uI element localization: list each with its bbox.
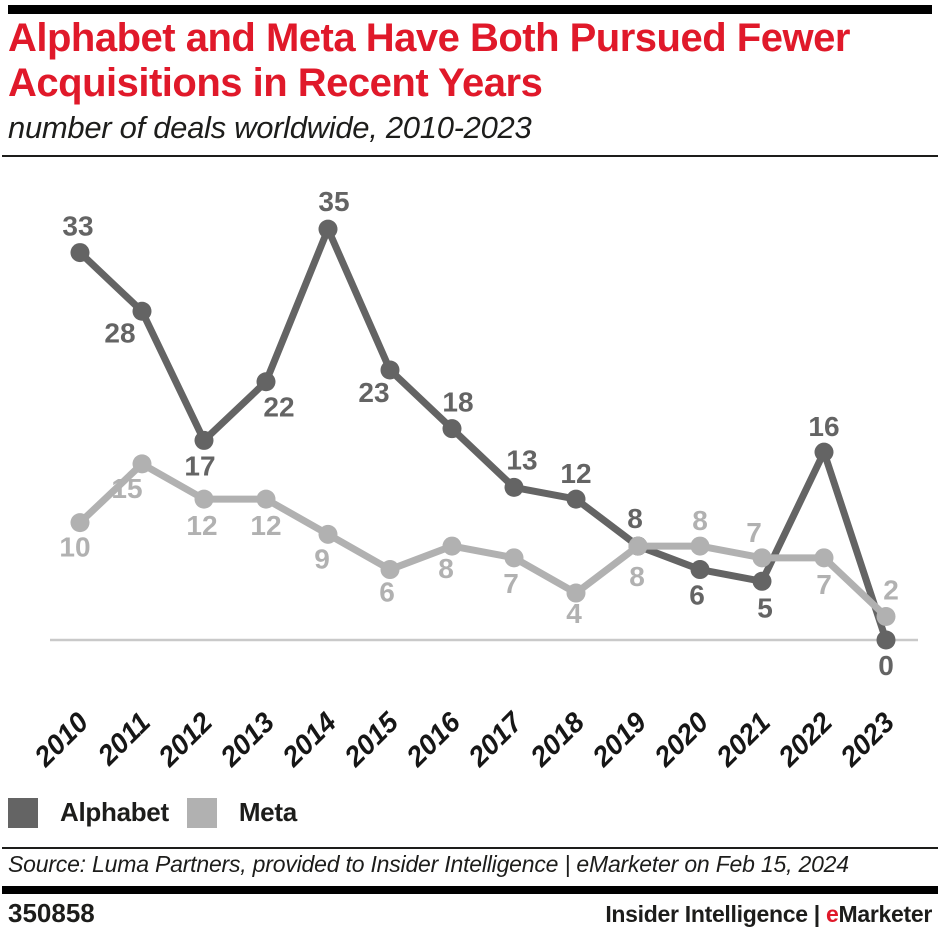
- data-point-marker: [132, 454, 152, 474]
- data-point-label: 6: [379, 577, 395, 608]
- data-point-marker: [256, 489, 276, 509]
- x-axis-label: 2022: [772, 706, 839, 773]
- data-point-marker: [194, 489, 214, 509]
- meta-legend-swatch: [186, 797, 217, 828]
- x-axis-label: 2016: [400, 706, 467, 773]
- data-point-label: 12: [186, 510, 217, 541]
- data-point-marker: [70, 513, 90, 533]
- brand-lockup: Insider Intelligence | eMarketer: [605, 901, 932, 928]
- data-point-label: 9: [314, 543, 330, 574]
- alphabet-legend-swatch: [8, 797, 38, 828]
- chart-title: Alphabet and Meta Have Both Pursued Fewe…: [8, 16, 918, 106]
- data-point-label: 0: [878, 650, 894, 681]
- data-point-label: 7: [746, 517, 762, 548]
- data-point-label: 8: [692, 505, 708, 536]
- data-point-marker: [876, 630, 896, 650]
- data-point-label: 2: [883, 575, 899, 606]
- x-axis-label: 2013: [214, 706, 281, 773]
- x-axis-label: 2020: [648, 706, 715, 773]
- legend-item-meta: Meta: [186, 797, 297, 828]
- x-axis-label: 2019: [586, 706, 653, 773]
- footer-divider-bar: [2, 886, 938, 894]
- data-point-marker: [628, 536, 648, 556]
- data-point-label: 16: [808, 411, 839, 442]
- x-axis-label: 2014: [276, 706, 343, 773]
- source-divider-line: [2, 847, 938, 849]
- x-axis-label: 2017: [462, 705, 530, 773]
- data-point-label: 23: [358, 377, 389, 408]
- data-point-label: 13: [506, 444, 537, 475]
- data-point-label: 7: [816, 569, 832, 600]
- series-meta: 10 15 12 12 9 6 8 7 4 8 8 7 7 2: [59, 454, 899, 629]
- alphabet-legend-label: Alphabet: [60, 797, 169, 827]
- data-point-label: 33: [62, 211, 93, 242]
- data-point-label: 10: [59, 532, 90, 563]
- data-point-label: 8: [627, 503, 643, 534]
- data-point-label: 28: [104, 317, 135, 348]
- brand-insider-intelligence: Insider Intelligence |: [605, 901, 826, 927]
- data-point-marker: [256, 372, 276, 392]
- data-point-marker: [752, 571, 772, 591]
- data-point-label: 6: [689, 580, 705, 611]
- data-point-marker: [380, 560, 400, 580]
- series-line: [76, 460, 890, 621]
- x-axis-label: 2010: [28, 706, 95, 773]
- footer: 350858 Insider Intelligence | eMarketer: [8, 898, 932, 929]
- data-point-marker: [566, 489, 586, 509]
- data-point-label: 8: [438, 553, 454, 584]
- brand-emarketer-rest: Marketer: [838, 901, 933, 927]
- data-point-label: 7: [503, 568, 519, 599]
- data-point-marker: [380, 360, 400, 380]
- data-point-label: 12: [250, 510, 281, 541]
- x-axis-label: 2012: [152, 706, 219, 773]
- data-point-marker: [318, 219, 338, 239]
- legend-item-alphabet: Alphabet: [8, 797, 169, 828]
- x-axis-label: 2023: [834, 706, 901, 773]
- data-point-label: 22: [263, 392, 294, 423]
- data-point-label: 15: [111, 473, 142, 504]
- data-point-marker: [690, 560, 710, 580]
- chart-id: 350858: [8, 898, 95, 928]
- data-point-marker: [814, 548, 834, 568]
- x-axis-label: 2015: [338, 706, 405, 773]
- data-point-marker: [566, 583, 586, 603]
- data-point-marker: [442, 419, 462, 439]
- data-point-label: 35: [318, 186, 349, 217]
- x-axis-label: 2021: [710, 706, 777, 773]
- data-point-marker: [752, 548, 772, 568]
- data-point-marker: [194, 430, 214, 450]
- data-point-label: 18: [442, 387, 473, 418]
- data-point-marker: [814, 442, 834, 462]
- x-axis-label: 2011: [91, 706, 156, 771]
- data-point-marker: [504, 548, 524, 568]
- data-point-marker: [442, 536, 462, 556]
- chart-title-line2: Acquisitions in Recent Years: [8, 61, 543, 105]
- x-axis-label: 2018: [524, 706, 591, 773]
- top-accent-bar: [8, 5, 932, 14]
- data-point-marker: [876, 607, 896, 627]
- title-divider-line: [2, 155, 938, 157]
- legend: Alphabet Meta: [8, 797, 297, 828]
- data-point-marker: [132, 301, 152, 321]
- chart-title-line1: Alphabet and Meta Have Both Pursued Fewe…: [8, 16, 850, 60]
- source-note: Source: Luma Partners, provided to Insid…: [8, 851, 849, 877]
- data-point-marker: [318, 524, 338, 544]
- chart-subtitle: number of deals worldwide, 2010-2023: [8, 110, 532, 145]
- data-point-marker: [504, 477, 524, 497]
- series-line: [76, 225, 890, 644]
- data-point-label: 12: [560, 458, 591, 489]
- data-point-label: 17: [184, 450, 215, 481]
- brand-emarketer-e: e: [826, 901, 839, 927]
- data-point-label: 4: [566, 598, 582, 629]
- data-point-marker: [70, 243, 90, 263]
- data-point-label: 5: [757, 592, 773, 623]
- data-point-marker: [690, 536, 710, 556]
- data-point-label: 8: [629, 561, 645, 592]
- meta-legend-label: Meta: [238, 797, 297, 827]
